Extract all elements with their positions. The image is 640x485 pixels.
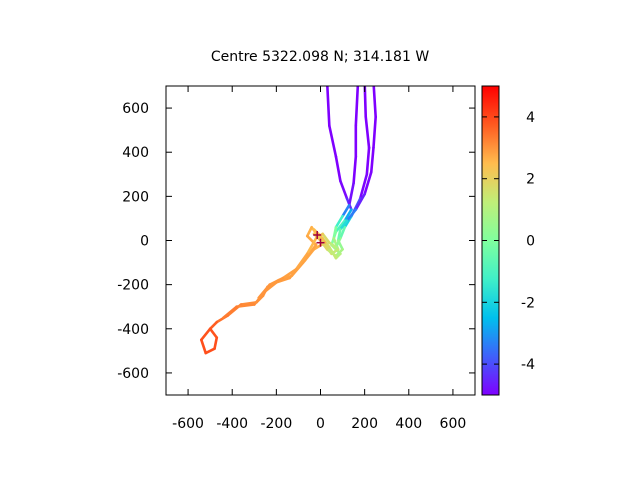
track-2 xyxy=(222,86,360,320)
colorbar-tick-label: -4 xyxy=(521,357,535,373)
track-1-segment xyxy=(334,155,342,183)
colorbar-tick-label: 4 xyxy=(526,110,535,126)
y-tick-label: -200 xyxy=(117,278,149,294)
track-1-segment xyxy=(208,320,219,331)
track-2-segment xyxy=(264,281,278,293)
colorbar-tick-label: 2 xyxy=(526,172,535,188)
track-2-segment xyxy=(352,155,358,185)
track-2-segment xyxy=(332,236,340,251)
track-4-segment xyxy=(336,228,342,242)
track-3-segment xyxy=(257,283,272,300)
track-3-segment xyxy=(339,225,347,240)
colorbar-tick-label: -2 xyxy=(521,295,535,311)
track-1-segment xyxy=(326,86,331,128)
track-4-segment xyxy=(354,192,366,211)
track-2-segment xyxy=(301,243,318,264)
track-lines xyxy=(200,86,377,355)
track-1 xyxy=(200,86,353,355)
track-3-segment xyxy=(358,172,369,200)
track-4-segment xyxy=(369,146,375,174)
y-tick-label: -600 xyxy=(117,366,149,382)
track-4-segment xyxy=(345,208,358,222)
track-3-segment xyxy=(294,252,309,271)
track-1-segment xyxy=(200,338,208,355)
track-1-segment xyxy=(239,300,258,306)
track-2-segment xyxy=(332,225,338,240)
x-tick-label: -600 xyxy=(172,416,204,432)
y-tick-label: 200 xyxy=(122,189,149,205)
track-3-segment xyxy=(365,146,371,176)
track-1-segment xyxy=(343,208,353,222)
x-tick-label: -400 xyxy=(216,416,248,432)
track-4-segment xyxy=(325,248,338,258)
x-tick-label: 0 xyxy=(316,416,325,432)
track-1-segment xyxy=(208,327,219,339)
track-4-segment xyxy=(336,239,344,251)
track-2-segment xyxy=(305,225,313,238)
colorbar-ticks: -4 -2 0 2 4 xyxy=(482,110,535,373)
track-2-segment xyxy=(354,86,360,128)
y-axis-ticks: -600 -400 -200 0 200 400 600 xyxy=(117,101,475,382)
x-tick-label: 200 xyxy=(351,416,378,432)
x-tick-label: 600 xyxy=(440,416,467,432)
track-4-segment xyxy=(339,219,349,231)
y-tick-label: 600 xyxy=(122,101,149,117)
track-4-segment xyxy=(334,248,344,258)
track-3 xyxy=(257,86,371,300)
track-1-segment xyxy=(328,124,338,158)
track-1-segment xyxy=(334,219,347,233)
track-3-segment xyxy=(364,115,371,150)
colorbar-tick-label: 0 xyxy=(526,234,535,250)
track-2-segment xyxy=(275,276,291,284)
centre-markers xyxy=(313,230,325,247)
track-2-segment xyxy=(334,214,344,229)
track-4-segment xyxy=(372,115,377,150)
track-3-segment xyxy=(305,236,318,256)
track-3-segment xyxy=(328,241,338,249)
x-tick-label: 400 xyxy=(395,416,422,432)
track-2-segment xyxy=(235,303,256,309)
track-3-segment xyxy=(321,232,331,245)
y-tick-label: 400 xyxy=(122,145,149,161)
plus-marker xyxy=(316,238,325,247)
track-1-segment xyxy=(200,327,212,342)
chart-title: Centre 5322.098 N; 314.181 W xyxy=(211,49,429,65)
x-axis-ticks: -600 -400 -200 0 200 400 600 xyxy=(172,86,466,432)
track-2-segment xyxy=(347,181,355,207)
track-3-segment xyxy=(281,267,298,280)
y-tick-label: -400 xyxy=(117,322,149,338)
track-4-segment xyxy=(363,170,373,196)
track-2-segment xyxy=(222,305,238,320)
y-tick-label: 0 xyxy=(140,234,149,250)
plus-marker xyxy=(313,230,322,239)
track-4-segment xyxy=(372,86,377,119)
track-1-segment xyxy=(339,179,349,200)
track-1-segment xyxy=(213,336,219,350)
track-1-segment xyxy=(204,347,216,355)
x-tick-label: -200 xyxy=(260,416,292,432)
track-3-segment xyxy=(268,276,285,286)
track-2-segment xyxy=(341,203,351,218)
